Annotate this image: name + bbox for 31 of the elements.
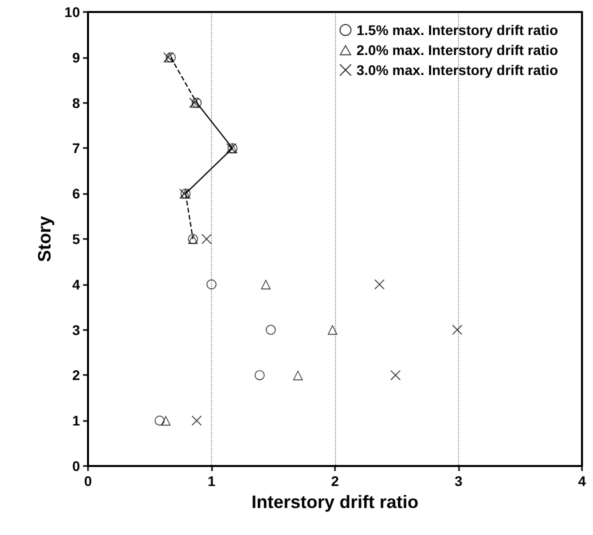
y-tick-label: 3 (72, 322, 80, 338)
x-tick-label: 3 (454, 473, 463, 489)
x-tick-label: 4 (578, 473, 586, 489)
point (328, 324, 338, 335)
legend-label: 3.0% max. Interstory drift ratio (356, 62, 558, 78)
y-tick-label: 4 (72, 276, 80, 292)
y-tick-label: 8 (72, 94, 80, 111)
point (374, 279, 384, 290)
point (202, 234, 212, 244)
point (206, 279, 216, 290)
point (160, 416, 171, 426)
x-tick-label: 0 (84, 473, 92, 489)
x-axis-title: Interstory drift ratio (251, 492, 419, 512)
y-tick-label: 9 (72, 49, 80, 66)
y-axis-title: Story (34, 216, 55, 262)
legend-label: 2.0% max. Interstory drift ratio (356, 42, 558, 58)
x-tick-label: 2 (331, 473, 340, 489)
point (260, 279, 271, 290)
y-tick-label: 1 (72, 412, 80, 429)
y-tick-label: 0 (72, 458, 80, 474)
legend-label: 1.5% max. Interstory drift ratio (356, 22, 558, 38)
point (254, 370, 265, 380)
y-tick-label: 7 (72, 140, 80, 156)
y-tick-label: 10 (64, 4, 80, 20)
point (452, 324, 462, 335)
point (192, 416, 202, 426)
y-tick-label: 5 (72, 231, 80, 247)
y-tick-label: 2 (72, 367, 80, 384)
point (266, 324, 276, 335)
x-tick-label: 1 (208, 473, 216, 489)
y-tick-label: 6 (72, 186, 80, 202)
